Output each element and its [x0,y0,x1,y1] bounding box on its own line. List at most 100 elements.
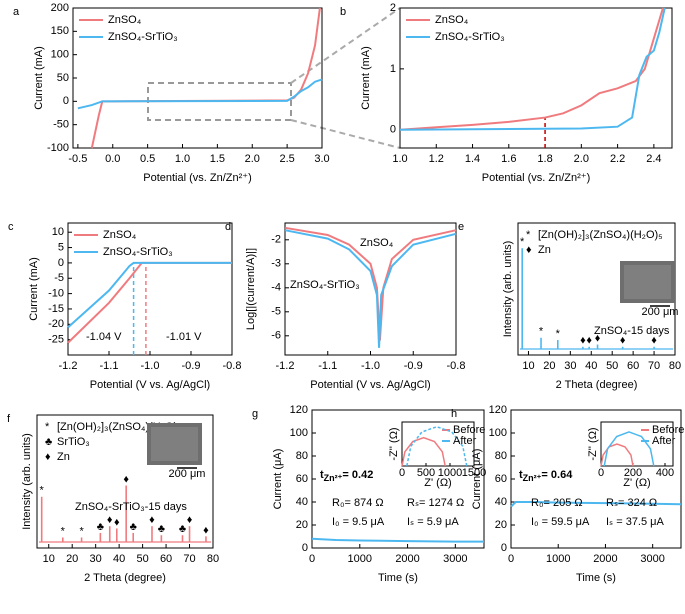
y-tick-label: 100 [290,427,308,439]
panel-label: c [8,221,14,233]
x-tick-label: 3.0 [314,153,329,165]
inset-y-label: -Z'' (Ω) [587,427,599,460]
legend-label: ZnSO₄-SrTiO₃ [435,31,505,43]
parameter: R₀= 205 Ω [531,497,583,509]
x-tick-label: 1000 [348,553,372,565]
peak-symbol: * [61,525,66,537]
plot-frame [36,414,214,549]
y-tick-label: 20 [495,519,507,531]
y-tick-label: 60 [495,473,507,485]
annotation: -1.01 V [166,331,202,343]
y-tick-label: 120 [290,404,308,416]
peak-symbol: ♦ [580,335,586,347]
y-tick-label: -15 [48,303,64,315]
x-tick-label: 2000 [395,553,419,565]
plot-frame [399,7,673,149]
y-tick-label: 40 [296,496,308,508]
x-tick-label: -0.8 [223,360,242,372]
x-tick-label: 2.2 [610,153,625,165]
x-tick-label: 1.4 [465,153,480,165]
x-tick-label: -0.9 [182,360,201,372]
x-tick-label: -1.0 [141,360,160,372]
panel-label: g [252,408,258,420]
sem-texture [624,265,671,299]
phase-symbol: ♣ [45,436,52,448]
sem-texture [151,427,198,461]
x-axis-label: Potential (V vs. Ag/AgCl) [90,379,210,391]
x-tick-label: 1.0 [175,153,190,165]
peak-symbol: ♦ [114,516,120,528]
y-axis-label: Current (mA) [28,257,40,321]
y-tick-label: 100 [51,49,69,61]
scale-bar-label: 200 μm [642,306,679,318]
x-tick-label: 50 [606,360,618,372]
peak-symbol: ♣ [130,521,137,533]
peak-symbol: ♦ [187,514,193,526]
x-tick-label: 20 [543,360,555,372]
peak-symbol: ♦ [586,335,592,347]
inset-x-tick-label: 1500 [462,467,486,479]
x-tick-label: -0.8 [447,360,466,372]
y-axis-label: Intensity (arb. units) [21,433,33,530]
phase-name: [Zn(OH)₂]₃(ZnSO₄)(H₂O)₅ [538,229,663,241]
inset-line [603,431,655,467]
x-tick-label: 20 [66,553,78,565]
x-tick-label: 0 [508,553,514,565]
peak-symbol: ♦ [651,335,657,347]
y-tick-label: 150 [51,25,69,37]
transference-symbol: t [320,469,324,481]
inset-legend-label: Before [652,424,684,436]
y-tick-label: -2 [271,234,281,246]
legend-label: ZnSO₄ [108,14,142,26]
inset-line [600,443,634,467]
y-tick-label: 60 [296,473,308,485]
transference-value: = 0.42 [342,469,373,481]
zoom-line [290,7,401,84]
x-tick-label: 80 [669,360,681,372]
scale-bar-label: 200 μm [169,468,206,480]
y-tick-label: -5 [54,272,64,284]
y-tick-label: 0 [302,542,308,554]
y-axis-label: Intensity (arb. units) [502,241,514,338]
series-label: ZnSO₄-SrTiO₃ [290,279,360,291]
y-tick-label: 2 [390,2,396,14]
y-tick-label: -6 [271,330,281,342]
panel-label: h [451,408,457,420]
peak-symbol: ♦ [595,332,601,344]
y-tick-label: 1 [390,63,396,75]
inset-legend-label: Before [453,424,485,436]
panel-label: f [7,413,11,425]
x-tick-label: 1.6 [501,153,516,165]
peak-symbol: ♦ [203,524,209,536]
transference-sub: Zn²⁺ [523,473,542,483]
annotation: -1.04 V [86,331,122,343]
x-tick-label: 40 [585,360,597,372]
x-tick-label: -1.2 [276,360,295,372]
y-tick-label: -4 [271,282,281,294]
phase-symbol: ♦ [45,451,51,463]
legend-label: ZnSO₄-SrTiO₃ [108,31,178,43]
data-line [399,7,664,131]
parameter: Iₛ = 37.5 μA [606,516,664,528]
x-tick-label: 2000 [593,553,617,565]
y-tick-label: 0 [58,257,64,269]
x-axis-label: Time (s) [576,572,616,584]
y-axis-label: Current (mA) [33,46,45,110]
inset-frame [401,421,475,467]
inset-y-label: -Z'' (Ω) [388,427,400,460]
x-tick-label: 0.0 [105,153,120,165]
x-tick-label: 10 [522,360,534,372]
transference: tZn²⁺= 0.64 [519,469,573,483]
data-line [510,501,682,508]
peak-symbol: * [40,485,45,497]
x-axis-label: Time (s) [378,572,418,584]
parameter: Rₛ= 1274 Ω [407,497,464,509]
peak-symbol: ♦ [149,514,155,526]
x-tick-label: 30 [90,553,102,565]
inset-x-tick-label: 500 [417,467,435,479]
x-tick-label: 0.5 [140,153,155,165]
phase-symbol: ♦ [526,244,532,256]
peak-symbol: ♣ [97,521,104,533]
phase-symbol: * [526,229,531,241]
inset-line [401,436,446,467]
